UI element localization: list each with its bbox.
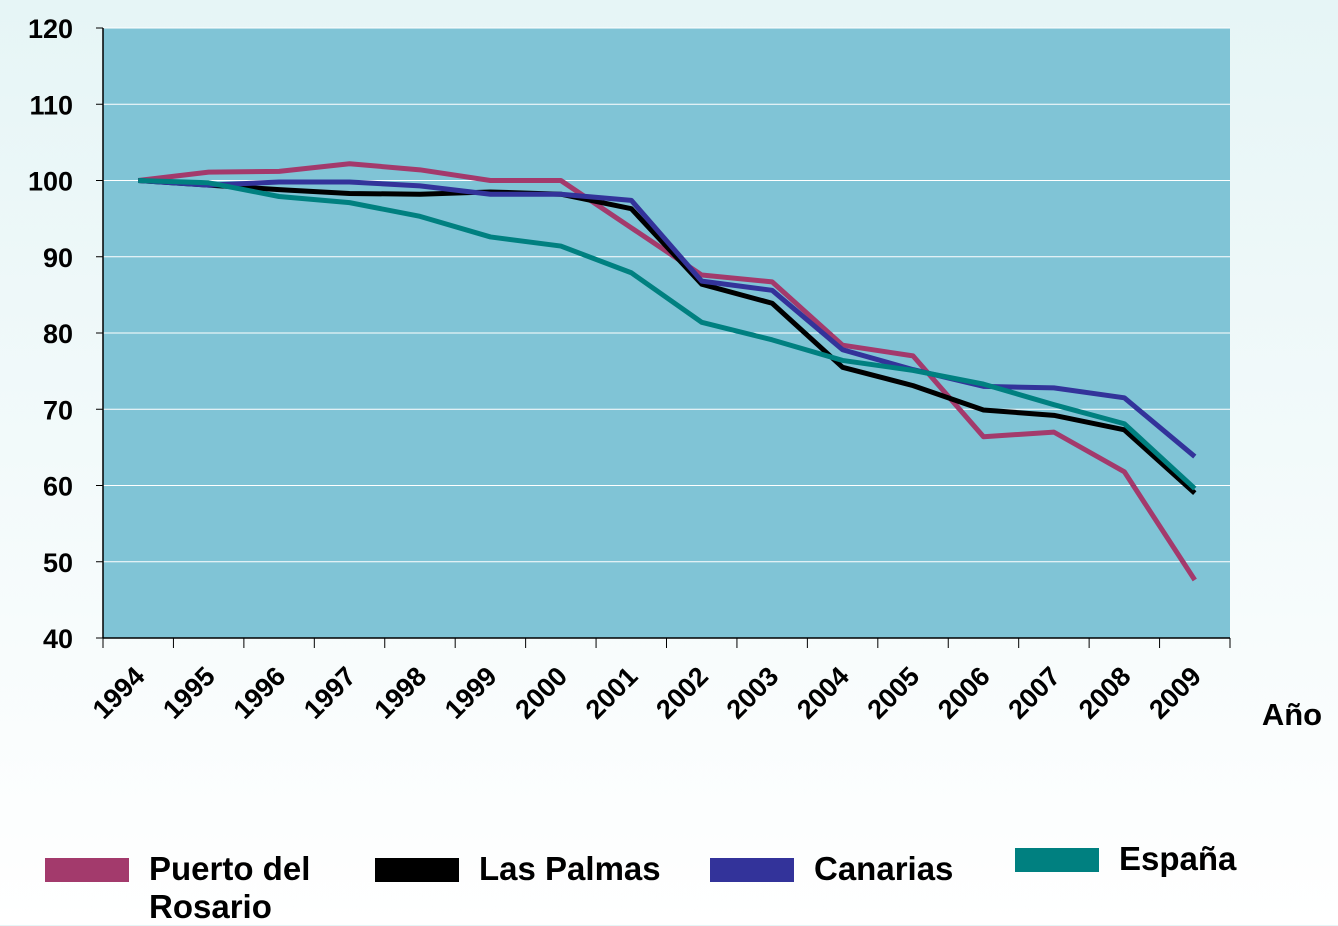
y-tick-label: 90 bbox=[43, 243, 73, 273]
x-tick-label: 1997 bbox=[298, 661, 362, 725]
legend-item: Las Palmas bbox=[375, 850, 689, 888]
y-tick-label: 100 bbox=[28, 167, 73, 197]
y-tick-label: 120 bbox=[28, 14, 73, 44]
x-tick-label: 2005 bbox=[862, 661, 926, 725]
data-line bbox=[138, 178, 1197, 491]
x-tick-label: 2003 bbox=[721, 661, 785, 725]
legend-item: Puerto del Rosario bbox=[45, 850, 349, 926]
data-line bbox=[138, 178, 1197, 495]
legend-label: Las Palmas bbox=[479, 850, 661, 887]
x-tick-label: 2004 bbox=[791, 661, 855, 725]
x-tick-label: 1996 bbox=[228, 661, 292, 725]
x-tick-label: 1998 bbox=[369, 661, 433, 725]
y-tick-label: 110 bbox=[29, 90, 73, 120]
legend-swatch bbox=[710, 858, 794, 882]
legend-item: Canarias bbox=[710, 850, 984, 888]
y-tick-label: 40 bbox=[43, 624, 73, 654]
x-tick-label: 2000 bbox=[509, 661, 573, 725]
x-tick-label: 1994 bbox=[87, 661, 151, 725]
x-tick-label: 2006 bbox=[932, 661, 996, 725]
x-tick-label: 2008 bbox=[1073, 661, 1137, 725]
legend-swatch bbox=[45, 858, 129, 882]
y-tick-label: 50 bbox=[43, 548, 73, 578]
x-tick-label: 2007 bbox=[1002, 661, 1066, 725]
x-tick-label: 2009 bbox=[1143, 661, 1207, 725]
legend-label: Canarias bbox=[814, 850, 954, 887]
data-line bbox=[138, 178, 1197, 459]
y-tick-label: 70 bbox=[43, 395, 73, 425]
data-line bbox=[137, 161, 1197, 582]
y-tick-label: 80 bbox=[43, 319, 73, 349]
legend-label: España bbox=[1119, 840, 1237, 877]
x-tick-label: 2002 bbox=[650, 661, 714, 725]
legend-item: España bbox=[1015, 840, 1279, 878]
legend-swatch bbox=[1015, 848, 1099, 872]
y-tick-label: 60 bbox=[43, 472, 73, 502]
x-tick-label: 2001 bbox=[580, 661, 644, 725]
x-tick-label: 1999 bbox=[439, 661, 503, 725]
legend: Puerto del Rosario Las Palmas Canarias Espa… bbox=[0, 840, 1338, 925]
x-tick-label: 1995 bbox=[157, 661, 221, 725]
x-axis-label: Año bbox=[1262, 697, 1322, 732]
legend-label: Puerto del Rosario bbox=[149, 850, 311, 925]
legend-swatch bbox=[375, 858, 459, 882]
